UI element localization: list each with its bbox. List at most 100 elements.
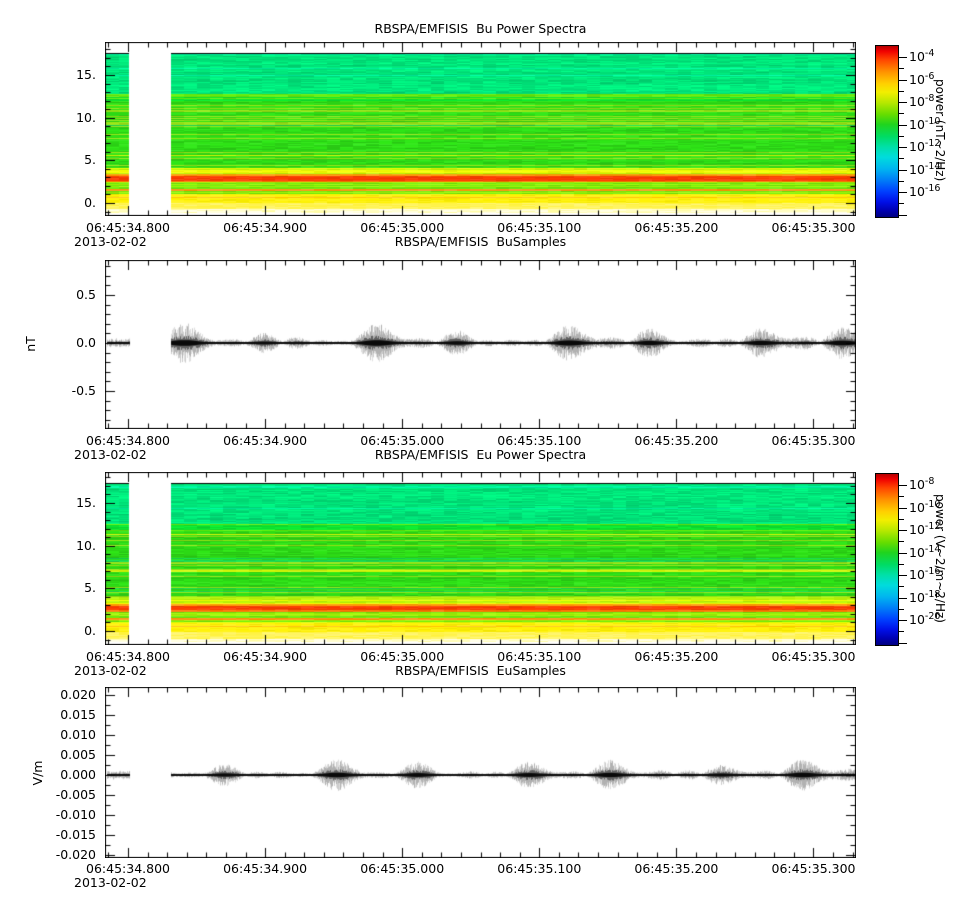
colorbar-tick bbox=[898, 170, 907, 171]
y-tick-label: -0.5 bbox=[71, 383, 96, 398]
colorbar-tick bbox=[898, 181, 904, 182]
x-tick-label: 06:45:34.900 bbox=[223, 433, 308, 448]
colorbar-tick bbox=[898, 136, 904, 137]
colorbar-tick bbox=[898, 586, 904, 587]
colorbar-eu bbox=[875, 473, 899, 646]
colorbar-tick-label: 10-20 bbox=[909, 611, 941, 628]
colorbar-tick-label: 10-12 bbox=[909, 138, 941, 155]
colorbar-tick-label: 10-14 bbox=[909, 543, 941, 560]
colorbar-tick bbox=[898, 564, 904, 565]
x-tick-label: 06:45:35.200 bbox=[634, 220, 719, 235]
colorbar-tick-label: 10-16 bbox=[909, 566, 941, 583]
x-axis-date-label-1: 2013-02-02 bbox=[74, 234, 147, 249]
colorbar-tick bbox=[898, 553, 907, 554]
panel-title-bu-samples: RBSPA/EMFISIS BuSamples bbox=[394, 234, 567, 249]
colorbar-tick bbox=[898, 541, 904, 542]
x-tick-label: 06:45:35.100 bbox=[497, 861, 582, 876]
bu-samples-waveform bbox=[105, 260, 856, 429]
colorbar-tick bbox=[898, 643, 907, 644]
colorbar-tick bbox=[898, 598, 907, 599]
colorbar-tick-label: 10-4 bbox=[909, 48, 935, 65]
y-tick-label: 0.015 bbox=[60, 707, 96, 722]
colorbar-tick bbox=[898, 113, 904, 114]
y-tick-label: 0. bbox=[84, 623, 96, 638]
x-tick-label: 06:45:35.200 bbox=[634, 861, 719, 876]
x-axis-date-label-2: 2013-02-02 bbox=[74, 447, 147, 462]
y-tick-label: 0.005 bbox=[60, 747, 96, 762]
y-tick-label: 0. bbox=[84, 195, 96, 210]
x-tick-label: 06:45:34.900 bbox=[223, 649, 308, 664]
panel-title-bu-power-spectra: RBSPA/EMFISIS Bu Power Spectra bbox=[374, 21, 587, 36]
x-tick-label: 06:45:35.000 bbox=[360, 649, 445, 664]
y-tick-label: -0.010 bbox=[55, 807, 96, 822]
colorbar-tick bbox=[898, 485, 907, 486]
y-tick-label: 15. bbox=[76, 495, 96, 510]
x-tick-label: 06:45:35.300 bbox=[771, 220, 856, 235]
x-tick-label: 06:45:35.300 bbox=[771, 433, 856, 448]
x-tick-label: 06:45:35.200 bbox=[634, 649, 719, 664]
y-tick-label: 15. bbox=[76, 67, 96, 82]
y-tick-label: 10. bbox=[76, 109, 96, 125]
colorbar-tick bbox=[898, 192, 907, 193]
colorbar-tick bbox=[898, 91, 904, 92]
x-tick-label: 06:45:35.100 bbox=[497, 649, 582, 664]
x-axis-date-label-4: 2013-02-02 bbox=[74, 875, 147, 890]
x-tick-label: 06:45:35.000 bbox=[360, 433, 445, 448]
x-tick-label: 06:45:34.800 bbox=[86, 861, 170, 876]
x-tick-label: 06:45:34.800 bbox=[86, 649, 170, 664]
colorbar-tick-label: 10-14 bbox=[909, 160, 941, 177]
x-tick-label: 06:45:35.300 bbox=[771, 861, 856, 876]
bu-power-spectra-heatmap bbox=[105, 42, 856, 216]
colorbar-tick bbox=[898, 147, 907, 148]
x-tick-label: 06:45:34.800 bbox=[86, 433, 170, 448]
x-tick-label: 06:45:35.300 bbox=[771, 649, 856, 664]
colorbar-tick bbox=[898, 508, 907, 509]
panel-title-eu-power-spectra: RBSPA/EMFISIS Eu Power Spectra bbox=[374, 447, 587, 462]
y-tick-label: 5. bbox=[84, 580, 96, 596]
x-tick-label: 06:45:35.000 bbox=[360, 220, 445, 235]
colorbar-tick-label: 10-18 bbox=[909, 588, 941, 605]
colorbar-tick bbox=[898, 57, 907, 58]
y-tick-label: 0.020 bbox=[60, 687, 96, 702]
colorbar-tick bbox=[898, 203, 904, 204]
colorbar-tick bbox=[898, 496, 904, 497]
x-tick-label: 06:45:35.200 bbox=[634, 433, 719, 448]
colorbar-tick-label: 10-16 bbox=[909, 183, 941, 200]
colorbar-unit-label-eu: power (V~2/m~2/Hz) bbox=[933, 494, 947, 623]
y-tick-label: 0.010 bbox=[60, 727, 96, 742]
colorbar-tick-label: 10-10 bbox=[909, 115, 941, 132]
colorbar-tick bbox=[898, 125, 907, 126]
colorbar-tick-label: 10-6 bbox=[909, 70, 935, 87]
panel-title-eu-samples: RBSPA/EMFISIS EuSamples bbox=[395, 663, 566, 678]
y-tick-label: -0.005 bbox=[55, 787, 96, 802]
colorbar-unit-label-bu: power (nT~2/Hz) bbox=[933, 79, 947, 182]
colorbar-tick bbox=[898, 80, 907, 81]
eu-samples-waveform bbox=[105, 687, 856, 858]
colorbar-tick bbox=[898, 215, 907, 216]
x-axis-date-label-3: 2013-02-02 bbox=[74, 663, 147, 678]
colorbar-tick bbox=[898, 102, 907, 103]
colorbar-tick-label: 10-8 bbox=[909, 93, 935, 110]
colorbar-tick bbox=[898, 519, 904, 520]
colorbar-tick bbox=[898, 158, 904, 159]
colorbar-tick bbox=[898, 68, 904, 69]
x-tick-label: 06:45:35.000 bbox=[360, 861, 445, 876]
x-tick-label: 06:45:35.100 bbox=[497, 433, 582, 448]
colorbar-tick-label: 10-8 bbox=[909, 476, 935, 493]
x-tick-label: 06:45:34.800 bbox=[86, 220, 170, 235]
y-tick-label: 0.5 bbox=[76, 287, 96, 302]
y-tick-label: 0.0 bbox=[76, 335, 96, 350]
colorbar-tick bbox=[898, 575, 907, 576]
y-tick-label: 5. bbox=[84, 152, 96, 168]
colorbar-bu bbox=[875, 45, 899, 218]
colorbar-tick-label: 10-10 bbox=[909, 498, 941, 515]
y-tick-label: 0.000 bbox=[60, 767, 96, 782]
y-tick-label: 10. bbox=[76, 537, 96, 553]
colorbar-tick bbox=[898, 631, 904, 632]
y-tick-label: -0.015 bbox=[55, 827, 96, 842]
x-tick-label: 06:45:35.100 bbox=[497, 220, 582, 235]
eu-power-spectra-heatmap bbox=[105, 472, 856, 645]
colorbar-tick bbox=[898, 530, 907, 531]
colorbar-tick bbox=[898, 620, 907, 621]
